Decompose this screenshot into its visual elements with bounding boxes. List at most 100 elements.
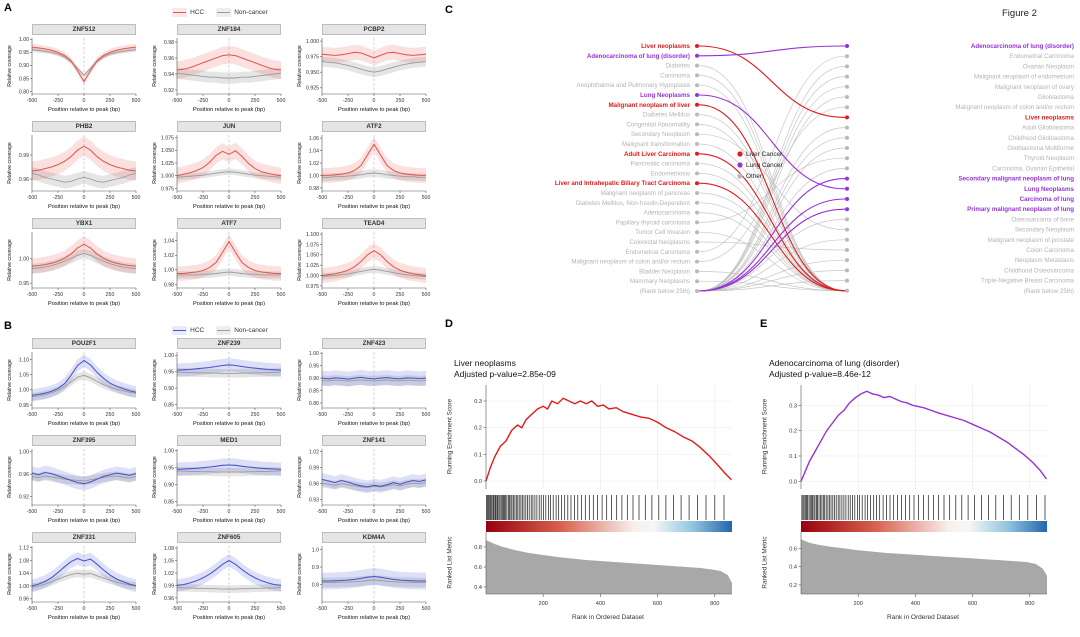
noncancer-ribbon [32, 370, 136, 401]
hcc-line [31, 243, 137, 267]
noncancer-line [176, 170, 282, 178]
mini-plot-svg: 0.98 1.00 1.02 1.04 -500 -250 0 250 500 Position … [152, 231, 285, 307]
y-tick-label: 0.80 [19, 89, 29, 95]
mini-plot-svg: 0.92 0.96 1.00 -500 -250 0 250 500 Position rela… [7, 448, 141, 524]
y-tick-label: 1.075 [161, 135, 174, 141]
rank-axis-label: Ranked List Metric [761, 536, 769, 589]
y-tick-label: 1.00 [164, 448, 174, 454]
hcc-line [321, 51, 427, 58]
rank-ytick: 0.4 [474, 585, 482, 591]
x-tick-label: 0 [83, 412, 86, 418]
x-tick-label: -250 [53, 606, 63, 612]
link-curve-lung [698, 45, 846, 57]
left-rank-item: Mammary Neoplasms [630, 278, 690, 285]
legend-key-noncancer: Non-cancer [216, 8, 268, 17]
hcc-line [176, 149, 282, 176]
link-curve-liver [698, 45, 846, 118]
x-tick-label: -250 [343, 292, 353, 298]
hcc-line [321, 376, 427, 380]
x-tick-label: -250 [343, 195, 353, 201]
x-tick-label: 500 [422, 98, 431, 104]
left-node [695, 171, 699, 176]
left-rank-item: Adenocarcinoma [644, 210, 691, 217]
facet-title: ZNF423 [322, 338, 426, 349]
facet-ZNF395: ZNF395 0.92 0.96 1.00 -500 -250 0 250 500 Positio… [2, 435, 147, 532]
x-tick-label: 0 [373, 606, 376, 612]
noncancer-line [177, 470, 281, 473]
right-node [845, 95, 849, 99]
x-tick-label: -250 [198, 98, 208, 104]
legend-key-noncancer: Non-cancer [216, 326, 268, 335]
right-rank-item: Childhood Osteosarcoma [1004, 267, 1074, 274]
left-node [695, 240, 699, 244]
mini-plot-svg: 0.96 0.99 1.02 1.05 1.08 -500 -250 0 250 500 Posit… [152, 545, 285, 621]
x-tick-label: -500 [27, 195, 37, 201]
hcc-ribbon [177, 45, 281, 79]
panel-c-label: C [445, 4, 453, 16]
hcc-line-swatch [172, 326, 188, 335]
x-tick-label: 0 [228, 509, 231, 515]
y-tick-label: 0.85 [19, 76, 29, 82]
y-tick-label: 0.90 [19, 63, 29, 69]
left-rank-item: (Rank below 25th) [640, 288, 690, 295]
y-tick-label: 1.00 [19, 387, 29, 393]
y-tick-label: 1.10 [19, 357, 29, 363]
x-tick-label: 500 [277, 509, 286, 515]
noncancer-line [31, 474, 137, 481]
noncancer-line [31, 572, 137, 588]
x-axis-label: Position relative to peak (bp) [338, 421, 410, 427]
left-rank-item: Liver neoplasms [641, 43, 690, 50]
right-node [845, 54, 849, 59]
x-tick-label: 0 [373, 509, 376, 515]
legend-label: Other [746, 173, 763, 180]
noncancer-line-swatch [216, 326, 232, 335]
link-curve-other [698, 66, 846, 292]
left-rank-item: Liver and Intrahepatic Biliary Tract Car… [555, 180, 691, 187]
noncancer-line [321, 378, 427, 382]
x-tick-label: -500 [317, 606, 327, 612]
x-tick-label: -500 [317, 195, 327, 201]
panel-d: D Liver neoplasms Adjusted p-value=2.85e… [440, 318, 755, 637]
noncancer-ribbon [177, 583, 281, 593]
left-rank-item: Anophthalmia and Pulmonary Hypoplasia [576, 82, 690, 89]
y-tick-label: 0.950 [306, 70, 319, 76]
right-rank-item: Thyroid Neoplasm [1024, 155, 1074, 162]
y-tick-label: 1.050 [161, 148, 174, 154]
x-tick-label: 500 [132, 509, 141, 515]
x-tick-label: 0 [228, 292, 231, 298]
x-tick-label: 0 [373, 195, 376, 201]
right-rank-item: Malignant neoplasm of prostate [988, 237, 1075, 244]
left-node [695, 200, 699, 205]
panel-e-label: E [760, 318, 768, 330]
link-curve-liver [698, 153, 846, 292]
link-curve-liver [698, 104, 846, 292]
left-rank-item: Lung Neoplasms [640, 92, 690, 99]
rank-xtick: 800 [1025, 601, 1034, 607]
mini-plot-svg: 0.975 1.000 1.025 1.050 1.075 -500 -250 0 250 500… [152, 134, 286, 210]
x-tick-label: 500 [132, 606, 141, 612]
x-tick-label: 500 [277, 195, 286, 201]
rank-xtick: 600 [653, 601, 662, 607]
x-tick-label: 250 [251, 412, 260, 418]
y-tick-label: 0.95 [19, 50, 29, 56]
gsea-x-axis-label: Rank in Ordered Dataset [572, 614, 644, 621]
x-tick-label: 0 [228, 98, 231, 104]
mini-plot-svg: 0.98 1.00 1.02 1.04 1.06 -500 -250 0 250 500 Posit… [297, 134, 430, 210]
facet-title: YBX1 [32, 218, 136, 229]
x-tick-label: -250 [53, 98, 63, 104]
legend-dot-other [737, 173, 743, 179]
y-tick-label: 0.94 [164, 71, 174, 77]
x-tick-label: 250 [106, 98, 115, 104]
y-tick-label: 0.90 [309, 376, 319, 382]
left-node [695, 220, 699, 225]
hcc-line [321, 478, 427, 487]
right-rank-item: (Rank below 25th) [1024, 288, 1074, 295]
x-axis-label: Position relative to peak (bp) [338, 301, 410, 307]
right-rank-item: Colon Carcinoma [1026, 247, 1074, 254]
right-node [845, 197, 849, 201]
hcc-ribbon [322, 472, 426, 493]
rank-link-svg: Liver neoplasms Adenocarcinoma of lung (d… [555, 43, 1075, 295]
x-tick-label: -250 [343, 606, 353, 612]
link-curve-lung [698, 94, 846, 190]
